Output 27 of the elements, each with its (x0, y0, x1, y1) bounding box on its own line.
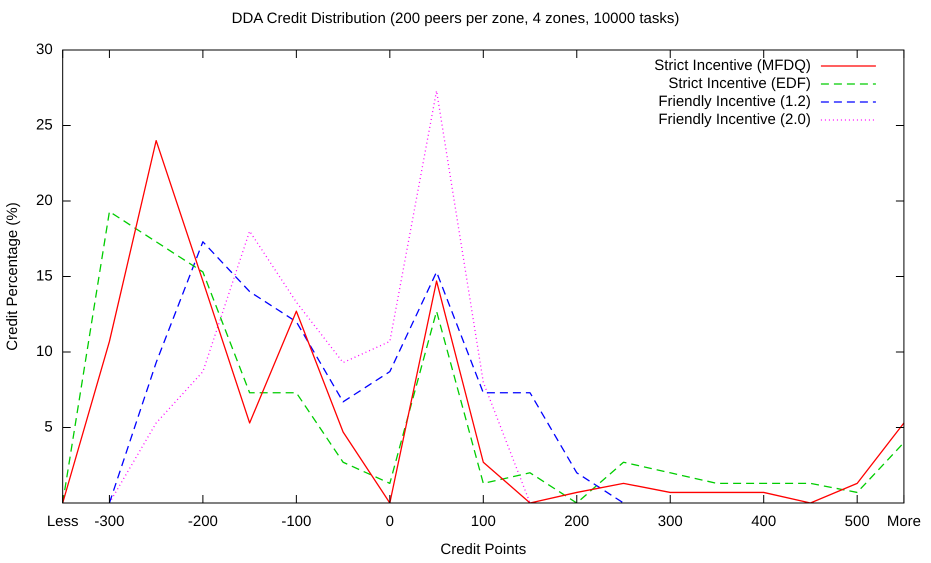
y-tick-label: 15 (36, 268, 53, 285)
x-tick-label: 400 (751, 513, 776, 530)
x-tick-label: 100 (470, 513, 496, 530)
x-tick-label: -200 (188, 513, 218, 530)
legend-label: Friendly Incentive (2.0) (658, 111, 811, 128)
y-tick-label: 25 (36, 116, 53, 134)
y-tick-label: 20 (36, 192, 53, 210)
x-tick-label: 200 (564, 513, 590, 530)
y-axis-title: Credit Percentage (%) (4, 202, 22, 351)
y-tick-label: 30 (36, 41, 53, 58)
x-tick-label: 500 (844, 513, 870, 530)
legend-label: Strict Incentive (EDF) (668, 75, 811, 92)
x-tick-label: Less (46, 513, 79, 530)
x-tick-label: -300 (94, 513, 124, 530)
line-series (62, 210, 905, 503)
x-tick-label: 0 (386, 513, 394, 530)
line-series (108, 241, 624, 503)
y-tick-label: 10 (36, 343, 53, 360)
x-tick-label: 300 (658, 513, 683, 530)
y-tick-label: 5 (44, 418, 53, 436)
chart-title: DDA Credit Distribution (200 peers per zone, 4 zones, 10000 tasks) (232, 10, 680, 28)
line-series (108, 90, 531, 503)
x-tick-label: More (886, 513, 922, 530)
legend-label: Strict Incentive (MFDQ) (654, 57, 811, 74)
x-axis-title: Credit Points (440, 541, 526, 558)
legend-label: Friendly Incentive (1.2) (658, 93, 811, 110)
x-tick-label: -100 (281, 513, 312, 530)
